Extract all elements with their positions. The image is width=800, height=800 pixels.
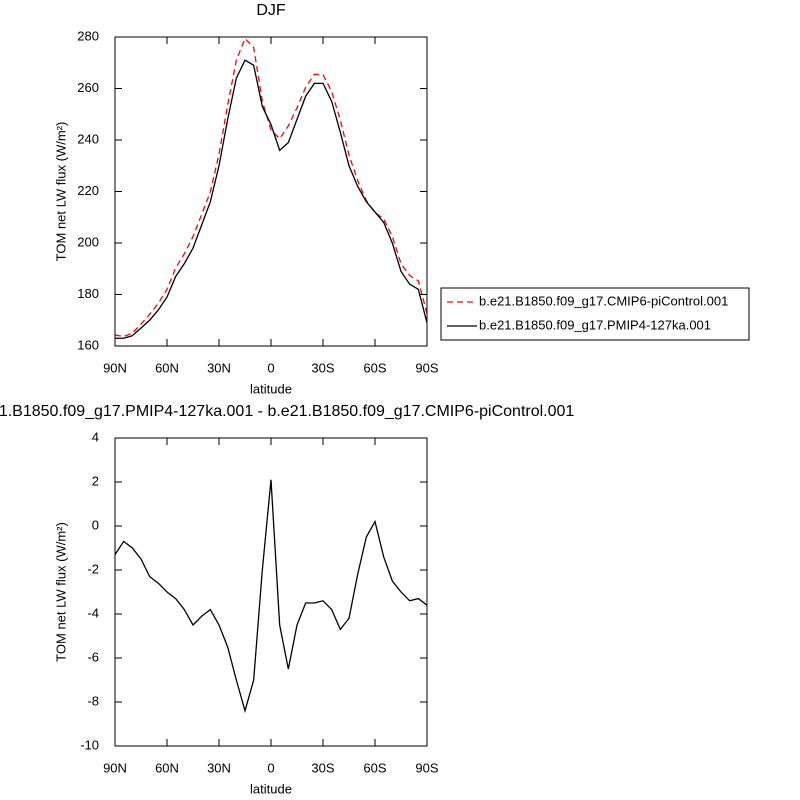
series-line — [114, 37, 428, 338]
x-tick-label: 90S — [415, 760, 438, 775]
x-tick-label: 30N — [207, 760, 231, 775]
y-tick-label: 220 — [77, 183, 99, 198]
series-line — [114, 479, 428, 714]
y-axis-label: TOM net LW flux (W/m²) — [53, 122, 68, 262]
y-tick-label: 160 — [77, 337, 99, 352]
x-axis-label: latitude — [250, 381, 292, 396]
y-tick-label: 4 — [92, 429, 99, 444]
chart-title: DJF — [256, 2, 286, 19]
x-tick-label: 60N — [155, 360, 179, 375]
x-tick-label: 30N — [207, 360, 231, 375]
legend-label: b.e21.B1850.f09_g17.CMIP6-piControl.001 — [479, 293, 728, 308]
series-line — [115, 59, 428, 339]
x-tick-label: 0 — [267, 760, 274, 775]
y-tick-label: 2 — [92, 473, 99, 488]
plot-frame — [114, 437, 428, 747]
y-tick-label: 260 — [77, 80, 99, 95]
y-tick-label: 280 — [77, 28, 99, 43]
y-tick-label: 0 — [92, 517, 99, 532]
legend-label: b.e21.B1850.f09_g17.PMIP4-127ka.001 — [479, 317, 711, 332]
y-tick-label: -2 — [87, 561, 99, 576]
y-axis-label: TOM net LW flux (W/m²) — [53, 522, 68, 662]
chart-title: b.e21.B1850.f09_g17.PMIP4-127ka.001 - b.… — [0, 403, 574, 420]
x-tick-label: 60N — [155, 760, 179, 775]
y-tick-label: -8 — [87, 693, 99, 708]
x-tick-label: 60S — [363, 760, 386, 775]
x-tick-label: 30S — [311, 760, 334, 775]
y-tick-label: -6 — [87, 649, 99, 664]
x-tick-label: 90N — [103, 360, 127, 375]
x-tick-label: 90N — [103, 760, 127, 775]
y-tick-label: 180 — [77, 286, 99, 301]
y-tick-label: 240 — [77, 131, 99, 146]
x-axis-label: latitude — [250, 781, 292, 796]
x-tick-label: 30S — [311, 360, 334, 375]
x-tick-label: 60S — [363, 360, 386, 375]
y-tick-label: 200 — [77, 234, 99, 249]
legend-box — [440, 287, 750, 341]
x-tick-label: 0 — [267, 360, 274, 375]
y-tick-label: -4 — [87, 605, 99, 620]
x-tick-label: 90S — [415, 360, 438, 375]
y-tick-label: -10 — [80, 737, 99, 752]
plot-frame — [114, 36, 428, 347]
